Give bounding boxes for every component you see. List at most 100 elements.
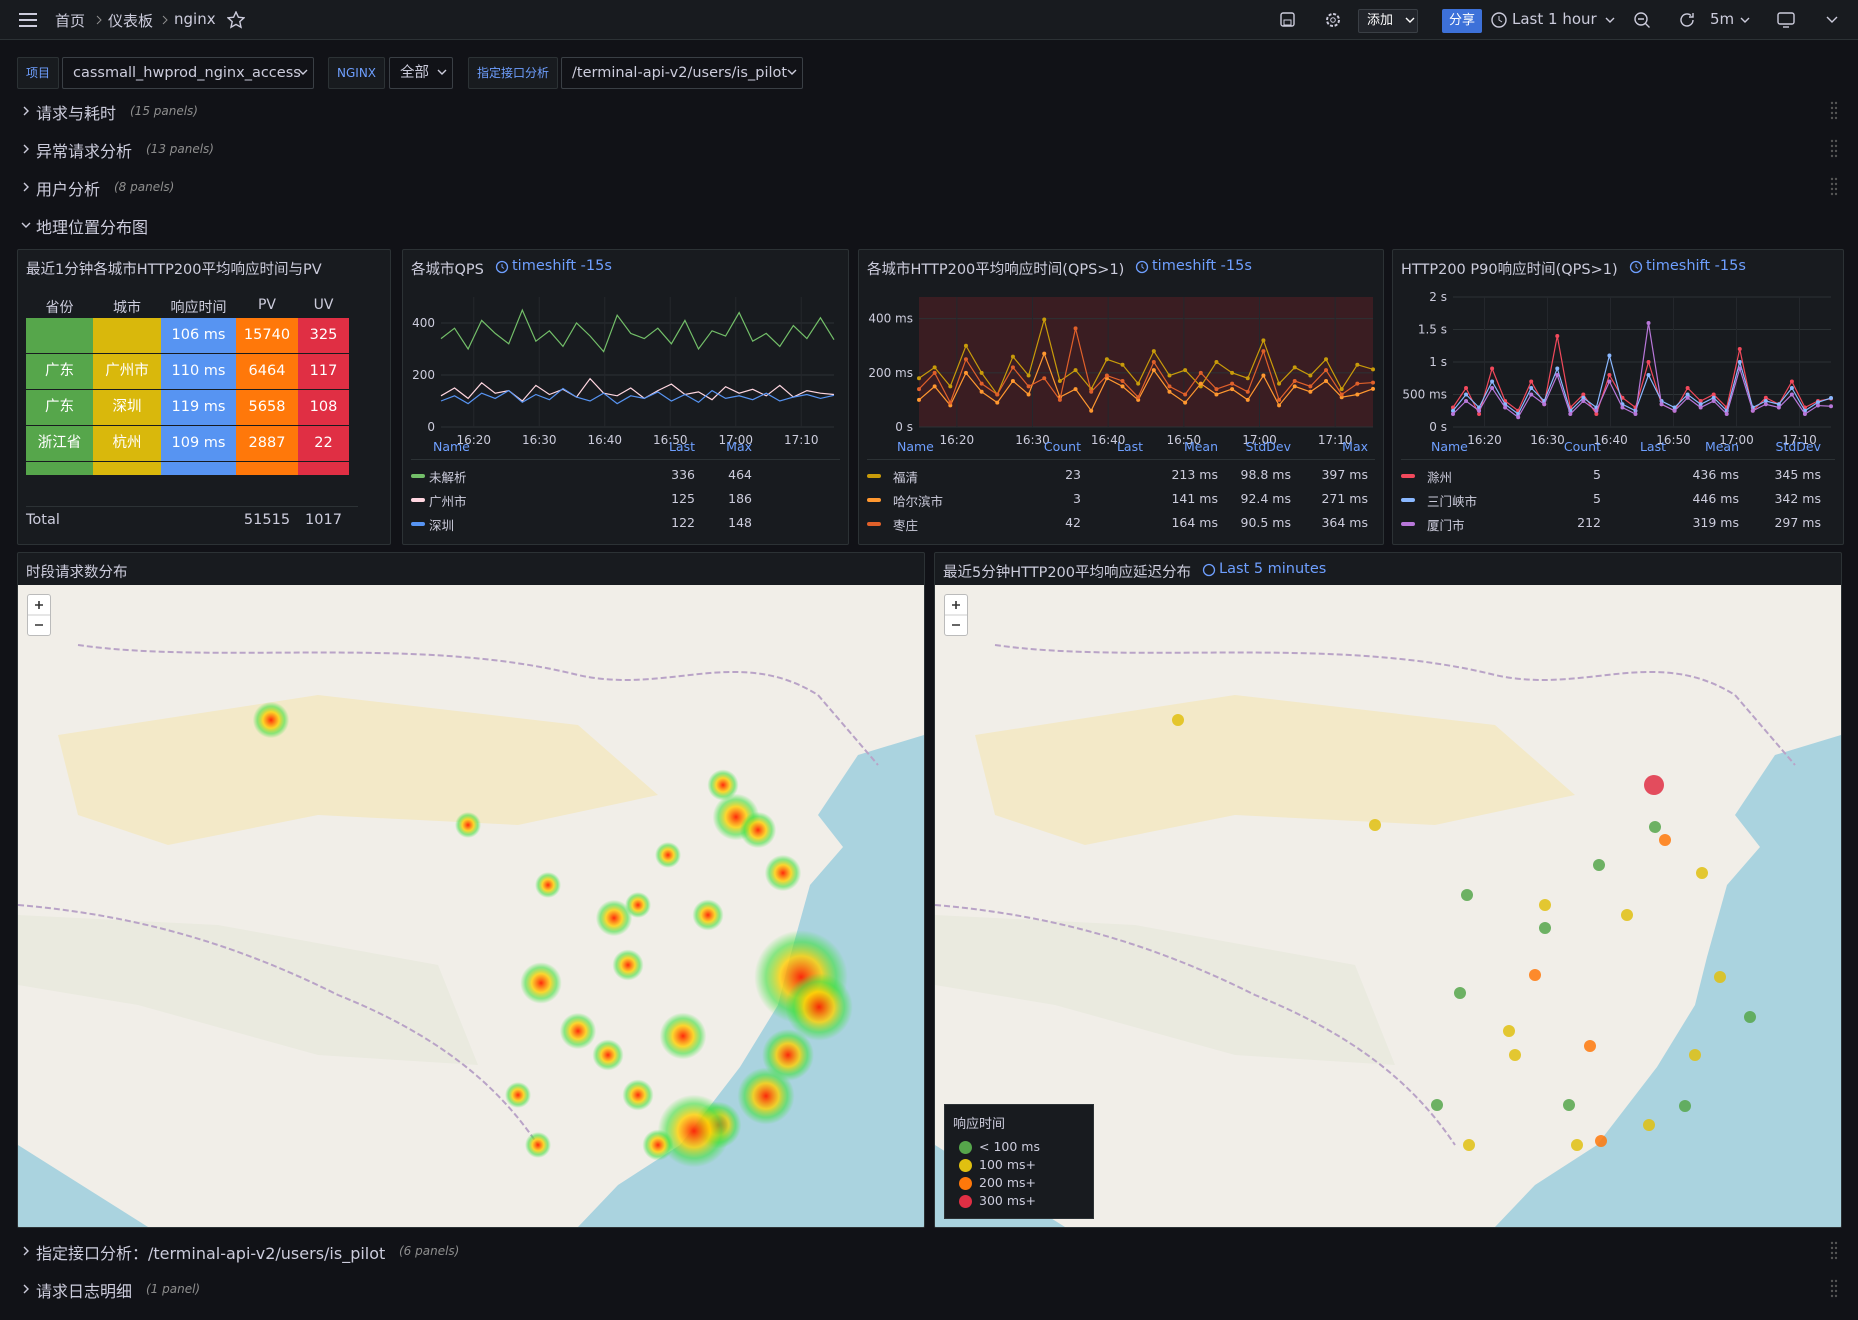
series-point <box>1490 366 1495 371</box>
zoom-in <box>35 601 43 626</box>
row-title[interactable]: 请求日志明细 <box>36 1282 133 1301</box>
series-point <box>1339 387 1344 392</box>
series-point <box>1763 399 1768 403</box>
legend-name[interactable]: 三门峡市 <box>1427 494 1478 509</box>
series-point <box>1198 381 1203 386</box>
series-point <box>1355 362 1360 367</box>
series-line <box>918 317 1374 396</box>
legend-line <box>411 459 840 460</box>
chevron <box>298 69 308 75</box>
variable-select[interactable]: cassmall_hwprod_nginx_access <box>62 57 314 89</box>
legend-value: 5 <box>1593 467 1601 482</box>
save-icon[interactable] <box>1279 11 1297 29</box>
y-tick-label: 2 s <box>1429 290 1447 304</box>
table-cell: 6464 <box>236 354 298 390</box>
breadcrumb[interactable]: 仪表板 <box>108 12 154 30</box>
total-value: 51515 <box>243 512 291 528</box>
legend-swatch <box>411 474 425 478</box>
desert <box>58 695 658 845</box>
row-title[interactable]: 请求与耗时 <box>36 104 117 123</box>
series-point <box>1711 395 1716 400</box>
series-point <box>1089 389 1094 394</box>
series-point <box>1292 365 1297 370</box>
chevron <box>437 69 447 75</box>
legend-header: Last <box>668 439 695 454</box>
x-tick-label: 17:00 <box>1719 433 1754 447</box>
zoom-control[interactable] <box>944 594 968 636</box>
share-button[interactable]: 分享 <box>1442 9 1483 33</box>
legend-value: 92.4 ms <box>1240 491 1292 506</box>
series-point <box>1581 392 1586 397</box>
star-icon[interactable] <box>227 11 245 29</box>
dot <box>1830 187 1834 191</box>
location-dot <box>1369 819 1381 831</box>
legend-label: 300 ms+ <box>979 1193 1036 1208</box>
menu-icon[interactable] <box>17 10 39 30</box>
x-tick-label: 16:40 <box>1593 433 1628 447</box>
x-tick-label: 17:10 <box>1318 433 1353 447</box>
legend-name[interactable]: 厦门市 <box>1427 518 1465 533</box>
dot <box>1834 1284 1838 1288</box>
legend-header: Name <box>433 439 470 454</box>
zoom-in <box>952 601 960 626</box>
refresh-interval[interactable]: 5m <box>1710 10 1735 28</box>
clock-icon <box>1629 260 1643 274</box>
row-title[interactable]: 地理位置分布图 <box>36 218 149 237</box>
location-dot <box>1509 1049 1521 1061</box>
legend-name[interactable]: 哈尔滨市 <box>893 494 944 509</box>
legend-name[interactable]: 未解析 <box>429 470 467 485</box>
row-title[interactable]: 用户分析 <box>36 180 101 199</box>
legend-name[interactable]: 枣庄 <box>893 518 919 533</box>
series-point <box>1763 395 1768 400</box>
variable-select[interactable]: 全部 <box>389 57 453 89</box>
heat-blob <box>559 1012 597 1050</box>
series-point <box>1151 349 1156 354</box>
series-point <box>1371 386 1375 391</box>
series-point <box>1261 338 1266 343</box>
row-title[interactable]: 异常请求分析 <box>36 142 133 161</box>
drag-handle <box>1830 177 1838 196</box>
clock-icon <box>1135 260 1149 274</box>
series-point <box>1646 360 1651 364</box>
dot <box>1834 144 1838 148</box>
row-title[interactable]: 指定接口分析：/terminal-api-v2/users/is_pilot <box>36 1244 386 1263</box>
legend-line <box>867 459 1375 460</box>
refresh-icon[interactable] <box>1678 11 1696 29</box>
zoom-out-icon[interactable] <box>1633 11 1651 29</box>
location-dot <box>1644 775 1664 795</box>
chevron-path <box>1740 17 1750 23</box>
series-point <box>1104 357 1109 362</box>
breadcrumb[interactable]: 首页 <box>55 12 86 30</box>
series-point <box>948 384 953 389</box>
series-line <box>1452 335 1832 416</box>
tv-icon[interactable] <box>1776 11 1796 29</box>
table-cell: 2887 <box>236 426 298 462</box>
location-dot <box>1461 889 1473 901</box>
collapse-icon[interactable] <box>1825 13 1839 27</box>
zoom-control[interactable] <box>27 594 51 636</box>
time-picker[interactable]: Last 1 hour <box>1512 10 1597 28</box>
location-dot <box>1584 1040 1596 1052</box>
settings-icon[interactable] <box>1324 11 1342 29</box>
series-point <box>1594 412 1599 416</box>
legend-name[interactable]: 滁州 <box>1427 470 1453 485</box>
panel-title: 最近5分钟HTTP200平均响应延迟分布 <box>943 565 1192 581</box>
y-tick-label: 0 <box>427 420 435 434</box>
series-line <box>918 328 1374 405</box>
legend-name[interactable]: 广州市 <box>429 494 467 509</box>
legend-value: 336 <box>671 467 695 482</box>
series-point <box>1324 357 1329 362</box>
variable-select[interactable]: /terminal-api-v2/users/is_pilot <box>561 57 803 89</box>
series-point <box>963 357 968 362</box>
series-point <box>1581 399 1586 403</box>
legend-value: 345 ms <box>1774 467 1821 482</box>
series-point <box>1607 373 1612 377</box>
legend-name[interactable]: 福清 <box>893 470 919 485</box>
dot <box>1830 1294 1834 1298</box>
legend-value: 364 ms <box>1321 515 1368 530</box>
legend-name[interactable]: 深圳 <box>429 518 455 533</box>
series-point <box>1555 373 1560 377</box>
legend-value: 319 ms <box>1692 515 1739 530</box>
legend-header: Mean <box>1183 439 1218 454</box>
